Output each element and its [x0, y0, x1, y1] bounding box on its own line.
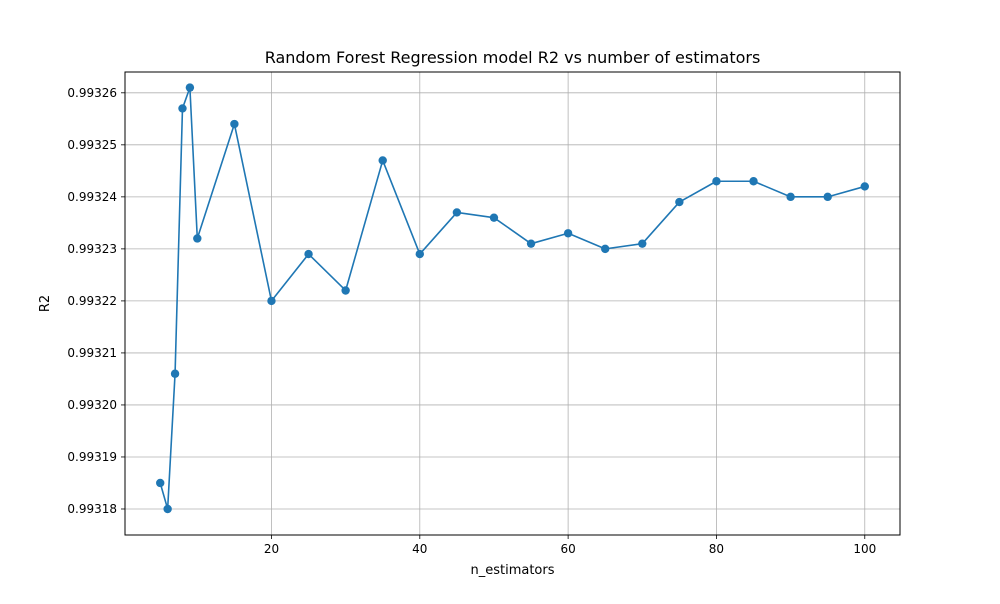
x-tick-label: 100 [853, 542, 876, 556]
chart-title: Random Forest Regression model R2 vs num… [265, 48, 761, 67]
x-tick-label: 20 [264, 542, 279, 556]
x-tick-label: 40 [412, 542, 427, 556]
x-tick-label: 80 [709, 542, 724, 556]
data-point [170, 369, 180, 378]
data-point [601, 244, 610, 254]
data-point [563, 229, 573, 238]
y-tick-label: 0.99326 [67, 86, 117, 100]
x-tick-label: 60 [560, 542, 575, 556]
axis-ticks: 20 40 60 80 100 0.99318 0.99319 0.99320 0.99321 0… [67, 86, 876, 556]
data-point [712, 177, 721, 186]
data-point [341, 286, 350, 295]
y-tick-label: 0.99318 [67, 502, 117, 516]
y-tick-label: 0.99321 [67, 346, 117, 360]
y-tick-label: 0.99319 [67, 450, 117, 464]
plot-frame [124, 71, 901, 536]
data-point [489, 213, 499, 222]
data-point [749, 177, 758, 186]
y-tick-label: 0.99320 [67, 398, 117, 412]
data-point [452, 208, 462, 217]
data-point [230, 119, 239, 129]
data-series [156, 83, 869, 514]
data-point [860, 182, 869, 191]
data-point [156, 478, 165, 488]
y-tick-label: 0.99322 [67, 294, 117, 308]
data-point [823, 192, 832, 202]
data-point [163, 504, 172, 514]
grid [125, 72, 900, 535]
data-point [185, 83, 195, 92]
data-point [267, 296, 276, 306]
y-axis-label: R2 [38, 295, 53, 312]
data-point [378, 156, 387, 165]
data-point [178, 104, 187, 113]
data-point [415, 249, 424, 259]
data-point [786, 192, 795, 202]
data-point [638, 239, 647, 248]
data-point [193, 234, 202, 243]
y-tick-label: 0.99323 [67, 242, 117, 256]
x-axis-label: n_estimators [470, 563, 554, 578]
data-point [675, 197, 684, 207]
data-point [304, 249, 313, 259]
y-tick-label: 0.99325 [67, 138, 117, 152]
y-tick-label: 0.99324 [67, 190, 117, 204]
data-point [526, 239, 536, 248]
